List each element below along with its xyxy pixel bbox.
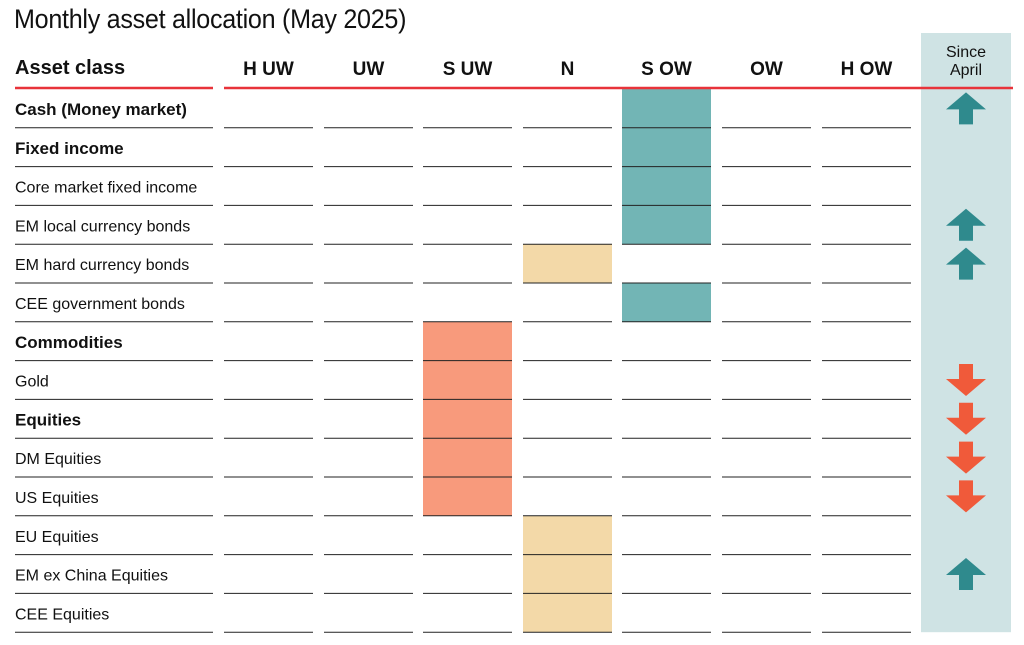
row-label: US Equities	[15, 490, 99, 507]
position-block-n	[523, 515, 612, 633]
row-label: Equities	[15, 410, 81, 429]
row-label: Gold	[15, 374, 49, 391]
since-april-header-line1: Since	[946, 44, 986, 61]
down-arrow-icon	[946, 402, 986, 435]
column-header-uw: UW	[353, 59, 385, 80]
position-block-n	[523, 244, 612, 283]
row-label: Cash (Money market)	[15, 100, 187, 119]
up-arrow-icon	[946, 92, 986, 125]
chart-title: Monthly asset allocation (May 2025)	[14, 4, 407, 34]
row-label: EM ex China Equities	[15, 568, 168, 585]
position-block-s-uw	[423, 321, 512, 516]
row-label: CEE Equities	[15, 606, 109, 623]
down-arrow-icon	[946, 480, 986, 513]
column-header-s-ow: S OW	[641, 59, 692, 80]
since-april-header-line2: April	[950, 62, 982, 79]
column-header-h-ow: H OW	[841, 59, 893, 80]
down-arrow-icon	[946, 364, 986, 396]
row-label: EM hard currency bonds	[15, 257, 189, 274]
down-arrow-icon	[946, 441, 986, 474]
column-header-n: N	[561, 59, 575, 80]
column-header-ow: OW	[750, 59, 783, 80]
row-label: Fixed income	[15, 139, 124, 158]
row-label: EU Equities	[15, 529, 99, 546]
row-label: DM Equities	[15, 451, 101, 468]
column-header-s-uw: S UW	[443, 59, 493, 80]
since-april-column-bg	[921, 33, 1011, 633]
row-label: CEE government bonds	[15, 296, 185, 313]
row-label: Commodities	[15, 333, 123, 352]
row-header-label: Asset class	[15, 57, 125, 79]
up-arrow-icon	[946, 208, 986, 241]
row-label: Core market fixed income	[15, 180, 197, 197]
up-arrow-icon	[946, 558, 986, 590]
position-block-s-ow	[622, 283, 711, 322]
column-header-h-uw: H UW	[243, 59, 294, 80]
up-arrow-icon	[946, 247, 986, 280]
row-label: EM local currency bonds	[15, 218, 190, 235]
